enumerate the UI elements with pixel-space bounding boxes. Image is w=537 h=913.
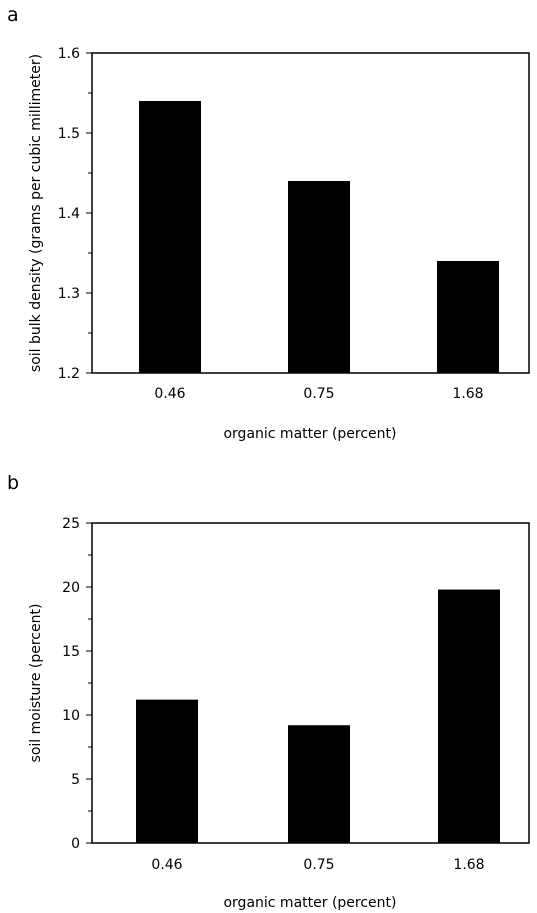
panel-b-x-axis-title: organic matter (percent) [223, 895, 396, 911]
panel-a-x-tick-label: 0.75 [303, 386, 334, 402]
panel-a-label: a [7, 4, 19, 26]
panel-a-x-tick-labels: 0.46 0.75 1.68 [154, 386, 483, 402]
panel-a-x-axis-title: organic matter (percent) [223, 426, 396, 442]
panel-b-y-tick-label: 20 [62, 580, 80, 596]
panel-b-bar-1.68 [438, 589, 500, 843]
panel-b-y-tick-label: 25 [62, 516, 80, 532]
panel-a: a 1.2 1.3 1.4 1.5 1.6 0.46 0.75 1.68 organic m… [7, 4, 530, 442]
panel-b-y-ticks: 0 5 10 15 20 25 [62, 516, 92, 852]
panel-b-y-tick-label: 0 [71, 836, 80, 852]
panel-b-y-tick-label: 5 [71, 772, 80, 788]
panel-a-bars [139, 101, 499, 373]
panel-b: b 0 5 10 15 20 25 0.46 0.75 1.68 organic matter… [7, 472, 530, 911]
panel-b-bars [136, 589, 500, 843]
panel-b-bar-0.46 [136, 699, 198, 843]
panel-b-bar-0.75 [288, 725, 350, 843]
panel-a-y-ticks: 1.2 1.3 1.4 1.5 1.6 [58, 46, 92, 382]
panel-a-y-tick-label: 1.6 [58, 46, 80, 62]
panel-b-x-tick-label: 0.75 [303, 857, 334, 873]
panel-a-x-tick-label: 0.46 [154, 386, 185, 402]
panel-a-y-tick-label: 1.3 [58, 286, 80, 302]
panel-b-x-tick-label: 0.46 [151, 857, 182, 873]
panel-b-y-tick-label: 15 [62, 644, 80, 660]
panel-a-y-tick-label: 1.2 [58, 366, 80, 382]
panel-a-bar-1.68 [437, 261, 499, 373]
panel-b-x-tick-label: 1.68 [453, 857, 484, 873]
panel-a-bar-0.75 [288, 181, 350, 373]
panel-b-y-tick-label: 10 [62, 708, 80, 724]
panel-a-y-tick-label: 1.5 [58, 126, 80, 142]
panel-b-y-axis-title: soil moisture (percent) [28, 604, 44, 763]
panel-a-y-axis-title: soil bulk density (grams per cubic milli… [28, 54, 44, 372]
panel-b-x-tick-labels: 0.46 0.75 1.68 [151, 857, 484, 873]
panel-a-bar-0.46 [139, 101, 201, 373]
panel-b-label: b [7, 472, 19, 494]
panel-a-y-tick-label: 1.4 [58, 206, 80, 222]
panel-a-x-tick-label: 1.68 [452, 386, 483, 402]
